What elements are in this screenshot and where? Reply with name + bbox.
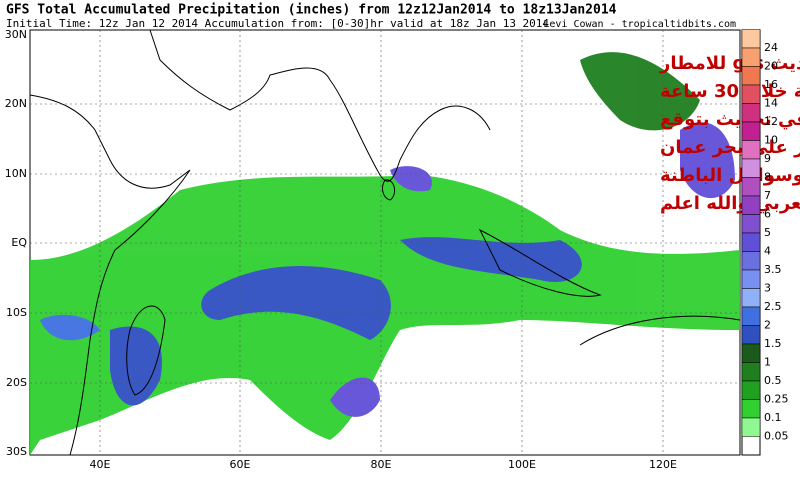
colorbar-swatch (741, 177, 761, 197)
colorbar-swatch (741, 269, 761, 289)
lon-label: 80E (371, 458, 392, 471)
colorbar-swatch (741, 362, 761, 382)
coastlines (29, 29, 741, 456)
map-area (29, 29, 741, 456)
colorbar-swatch (741, 158, 761, 178)
overlay-text-line: امطار على بحر عمان (660, 137, 800, 158)
overlay-text-group: تحديث gfs للامطار التراكمية خلال 30 ساعة ا… (659, 53, 800, 214)
colorbar-label: 0.1 (764, 411, 782, 424)
credit: Levi Cowan - tropicaltidbits.com (543, 19, 736, 30)
lon-label: 100E (508, 458, 536, 471)
overlay-text-line: القادم وفي تحديث بتوقع (660, 109, 800, 130)
asia-coast (149, 29, 491, 182)
colorbar-label: 1.5 (764, 337, 782, 350)
australia-coast (579, 315, 741, 346)
sri-lanka (382, 179, 396, 201)
colorbar-swatch (741, 103, 761, 123)
colorbar-label: 0.05 (764, 430, 789, 443)
sumatra-java (478, 228, 602, 297)
colorbar-swatch (741, 140, 761, 160)
colorbar-label: 2.5 (764, 300, 782, 313)
lat-label: 20N (5, 97, 27, 110)
colorbar-swatch (741, 288, 761, 308)
colorbar-swatch (741, 121, 761, 141)
colorbar-label: 8 (764, 171, 771, 184)
colorbar-label: 14 (764, 97, 778, 110)
colorbar-label: 6 (764, 208, 771, 221)
colorbar-swatch (741, 380, 761, 400)
lat-label: 10N (5, 167, 27, 180)
colorbar-label: 10 (764, 134, 778, 147)
colorbar-swatch (741, 66, 761, 86)
lon-label: 120E (649, 458, 677, 471)
colorbar-label: 5 (764, 226, 771, 239)
lon-label: 60E (230, 458, 251, 471)
lat-label: 30S (6, 445, 27, 458)
colorbar-swatch (741, 195, 761, 215)
colorbar-label: 2 (764, 319, 771, 332)
colorbar-label: 0.25 (764, 393, 789, 406)
colorbar-label: 3 (764, 282, 771, 295)
colorbar-label: 16 (764, 78, 778, 91)
colorbar-label: 20 (764, 60, 778, 73)
overlay-text-line: والخليج العربي والله اعلم (660, 193, 800, 214)
colorbar-swatch (741, 325, 761, 345)
colorbar-label: 4 (764, 245, 771, 258)
colorbar-swatch (741, 84, 761, 104)
lat-label: 20S (6, 376, 27, 389)
lon-label: 40E (90, 458, 111, 471)
colorbar-swatch (741, 232, 761, 252)
colorbar-label: 24 (764, 41, 778, 54)
colorbar-swatch (741, 417, 761, 437)
colorbar-swatch (741, 251, 761, 271)
title: GFS Total Accumulated Precipitation (inc… (6, 3, 617, 18)
colorbar-swatch (741, 306, 761, 326)
overlay-text-line: التراكمية خلال 30 ساعة (660, 81, 800, 102)
colorbar-label: 1 (764, 356, 771, 369)
colorbar-swatch (741, 47, 761, 67)
colorbar-label: 0.5 (764, 374, 782, 387)
overlay-text-line: ومسندم وسواحل الباطنة (660, 165, 800, 186)
madagascar (126, 305, 166, 396)
colorbar-label: 12 (764, 115, 778, 128)
colorbar-swatch (741, 29, 761, 49)
subtitle: Initial Time: 12z Jan 12 2014 Accumulati… (6, 17, 549, 30)
lat-label: 10S (6, 306, 27, 319)
colorbar-swatch (741, 399, 761, 419)
lat-label: EQ (11, 236, 27, 249)
colorbar-label: 9 (764, 152, 771, 165)
colorbar-swatch (741, 343, 761, 363)
lat-label: 30N (5, 28, 27, 41)
overlay-text-line: تحديث gfs للامطار (659, 53, 800, 74)
colorbar-label: 7 (764, 189, 771, 202)
colorbar-label: 3.5 (764, 263, 782, 276)
africa-arabia-coast (29, 94, 191, 456)
precip-field (30, 52, 740, 455)
colorbar-swatch (741, 214, 761, 234)
